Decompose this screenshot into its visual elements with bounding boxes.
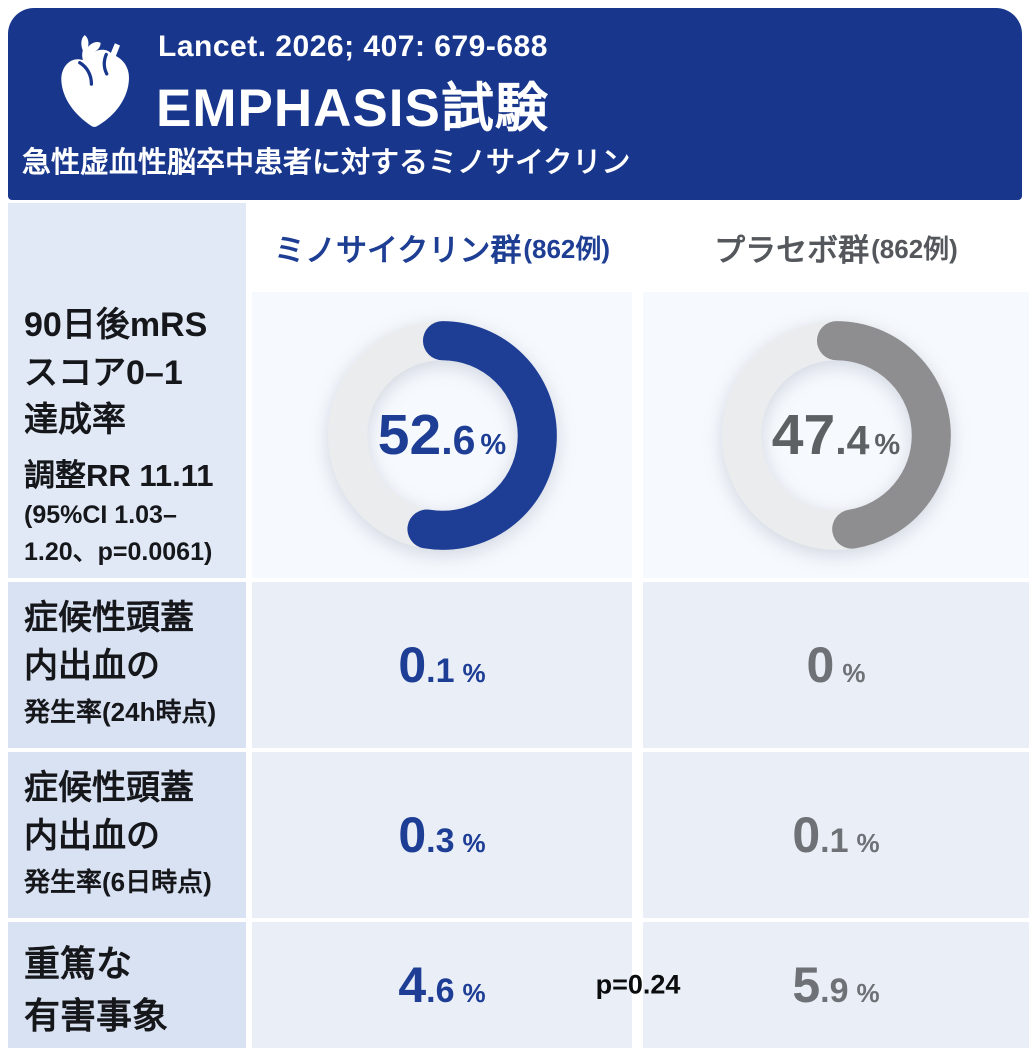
donut-value: 52.6% <box>324 317 561 554</box>
row-label-line: 症候性頭蓋 <box>24 599 194 637</box>
row-label-line: 有害事象 <box>24 995 169 1037</box>
column-header-minocycline: ミノサイクリン群 (862例) <box>252 203 632 292</box>
value-text: 0.1% <box>398 637 486 693</box>
group-name: ミノサイクリン群 <box>273 233 522 268</box>
value-cell-sich6d-placebo: 0.1% <box>643 752 1029 918</box>
row-label-line: 内出血の <box>24 646 160 685</box>
row-label-line: 内出血の <box>24 816 160 855</box>
table-row-mrs: 90日後mRS スコア0–1 達成率調整RR 11.11 (95%CI 1.03– 1.… <box>8 292 1029 578</box>
value-cell-sae-placebo: 5.9% <box>643 922 1029 1048</box>
trial-subtitle: 急性虚血性脳卒中患者に対するミノサイクリン <box>22 147 631 179</box>
donut-ring <box>327 320 557 550</box>
row-label-note: (95%CI 1.03– 1.20、p=0.0061) <box>24 497 242 572</box>
row-label-note-line: 発生率(24h時点) <box>24 697 217 727</box>
value-cell-sich24-placebo: 0% <box>643 582 1029 748</box>
row-label-note-line: 1.20、p=0.0061) <box>24 538 213 567</box>
donut-value: 47.4% <box>718 317 955 554</box>
row-label-note: 発生率(24h時点) <box>24 693 242 732</box>
value-cell-sich6d-minocycline: 0.3% <box>252 752 632 918</box>
results-table: ミノサイクリン群 (862例) プラセボ群 (862例) 90日後mRS スコア0–1… <box>8 203 1029 1048</box>
column-header-placebo: プラセボ群 (862例) <box>643 203 1029 292</box>
heart-icon <box>44 26 146 134</box>
group-n: (862例) <box>871 234 958 264</box>
donut-ring <box>721 320 951 550</box>
value-cell-sae-minocycline: 4.6% <box>252 922 632 1048</box>
donut-value-text: 52.6% <box>377 403 507 467</box>
row-label-sich6d: 症候性頭蓋内出血の発生率(6日時点) <box>8 752 246 918</box>
row-label-line: 達成率 <box>24 401 126 440</box>
table-row-sae: 重篤な有害事象 4.6% 5.9% p=0.24 <box>8 922 1029 1048</box>
donut-value-text: 47.4% <box>771 403 901 467</box>
donut-chart: 52.6% <box>324 317 561 554</box>
header-banner: Lancet. 2026; 407: 679-688 EMPHASIS試験 急性… <box>8 8 1022 200</box>
value-text: 5.9% <box>792 957 880 1013</box>
donut-arc <box>327 320 557 550</box>
value-text: 0.1% <box>792 807 880 863</box>
row-label-mrs: 90日後mRS スコア0–1 達成率調整RR 11.11 (95%CI 1.03– 1.… <box>8 292 246 578</box>
row-label-stat: 調整RR 11.11 <box>24 457 214 493</box>
journal-citation: Lancet. 2026; 407: 679-688 <box>158 30 548 63</box>
value-text: 4.6% <box>398 957 486 1013</box>
value-text: 0% <box>806 637 866 693</box>
table-row-sich6d: 症候性頭蓋内出血の発生率(6日時点) 0.3% 0.1% <box>8 752 1029 918</box>
row-label-line: 重篤な <box>24 943 133 984</box>
value-cell-mrs-placebo: 47.4% <box>643 292 1029 578</box>
table-row-sich24: 症候性頭蓋内出血の発生率(24h時点) 0.1% 0% <box>8 582 1029 748</box>
row-label-sich24: 症候性頭蓋内出血の発生率(24h時点) <box>8 582 246 748</box>
value-cell-mrs-minocycline: 52.6% <box>252 292 632 578</box>
row-label-line: スコア0–1 <box>24 353 183 392</box>
row-label-sae: 重篤な 有害事象 <box>8 922 246 1048</box>
column-header-row: ミノサイクリン群 (862例) プラセボ群 (862例) <box>8 203 1029 292</box>
donut-arc <box>721 320 951 550</box>
value-text: 0.3% <box>398 807 486 863</box>
row-label-line: 症候性頭蓋 <box>24 769 194 807</box>
donut-chart: 47.4% <box>718 317 955 554</box>
group-name: プラセボ群 <box>714 233 870 268</box>
value-cell-sich24-minocycline: 0.1% <box>252 582 632 748</box>
trial-title: EMPHASIS試験 <box>156 79 549 138</box>
row-label-note-line: (95%CI 1.03– <box>24 500 177 529</box>
group-n: (862例) <box>523 234 611 264</box>
row-label-note-line: 発生率(6日時点) <box>24 867 212 897</box>
row-label-line: 90日後mRS <box>24 306 208 344</box>
corner-cell <box>8 203 246 292</box>
p-value: p=0.24 <box>595 969 681 1000</box>
row-label-note: 発生率(6日時点) <box>24 863 242 902</box>
